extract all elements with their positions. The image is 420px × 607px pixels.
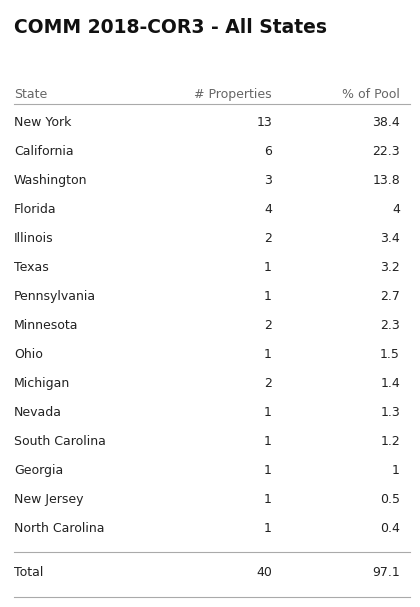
Text: 1: 1 <box>264 522 272 535</box>
Text: 3: 3 <box>264 174 272 187</box>
Text: Nevada: Nevada <box>14 406 62 419</box>
Text: Pennsylvania: Pennsylvania <box>14 290 96 303</box>
Text: 6: 6 <box>264 145 272 158</box>
Text: Ohio: Ohio <box>14 348 43 361</box>
Text: 2.7: 2.7 <box>380 290 400 303</box>
Text: 1: 1 <box>264 435 272 448</box>
Text: 0.5: 0.5 <box>380 493 400 506</box>
Text: 13: 13 <box>256 116 272 129</box>
Text: 1.4: 1.4 <box>380 377 400 390</box>
Text: 1: 1 <box>264 493 272 506</box>
Text: 40: 40 <box>256 566 272 579</box>
Text: 4: 4 <box>264 203 272 216</box>
Text: 1.3: 1.3 <box>380 406 400 419</box>
Text: State: State <box>14 88 47 101</box>
Text: 1: 1 <box>264 406 272 419</box>
Text: 1: 1 <box>264 290 272 303</box>
Text: 4: 4 <box>392 203 400 216</box>
Text: Florida: Florida <box>14 203 57 216</box>
Text: 1.5: 1.5 <box>380 348 400 361</box>
Text: COMM 2018-COR3 - All States: COMM 2018-COR3 - All States <box>14 18 327 37</box>
Text: Total: Total <box>14 566 43 579</box>
Text: % of Pool: % of Pool <box>342 88 400 101</box>
Text: 1: 1 <box>264 464 272 477</box>
Text: 1.2: 1.2 <box>380 435 400 448</box>
Text: North Carolina: North Carolina <box>14 522 105 535</box>
Text: 1: 1 <box>264 261 272 274</box>
Text: 22.3: 22.3 <box>373 145 400 158</box>
Text: 2: 2 <box>264 319 272 332</box>
Text: New York: New York <box>14 116 71 129</box>
Text: Georgia: Georgia <box>14 464 63 477</box>
Text: 0.4: 0.4 <box>380 522 400 535</box>
Text: New Jersey: New Jersey <box>14 493 84 506</box>
Text: 1: 1 <box>264 348 272 361</box>
Text: 13.8: 13.8 <box>372 174 400 187</box>
Text: Minnesota: Minnesota <box>14 319 79 332</box>
Text: 38.4: 38.4 <box>372 116 400 129</box>
Text: 97.1: 97.1 <box>372 566 400 579</box>
Text: Michigan: Michigan <box>14 377 70 390</box>
Text: South Carolina: South Carolina <box>14 435 106 448</box>
Text: Texas: Texas <box>14 261 49 274</box>
Text: California: California <box>14 145 74 158</box>
Text: 2: 2 <box>264 232 272 245</box>
Text: 1: 1 <box>392 464 400 477</box>
Text: 3.2: 3.2 <box>380 261 400 274</box>
Text: Washington: Washington <box>14 174 87 187</box>
Text: # Properties: # Properties <box>194 88 272 101</box>
Text: Illinois: Illinois <box>14 232 54 245</box>
Text: 2.3: 2.3 <box>380 319 400 332</box>
Text: 2: 2 <box>264 377 272 390</box>
Text: 3.4: 3.4 <box>380 232 400 245</box>
